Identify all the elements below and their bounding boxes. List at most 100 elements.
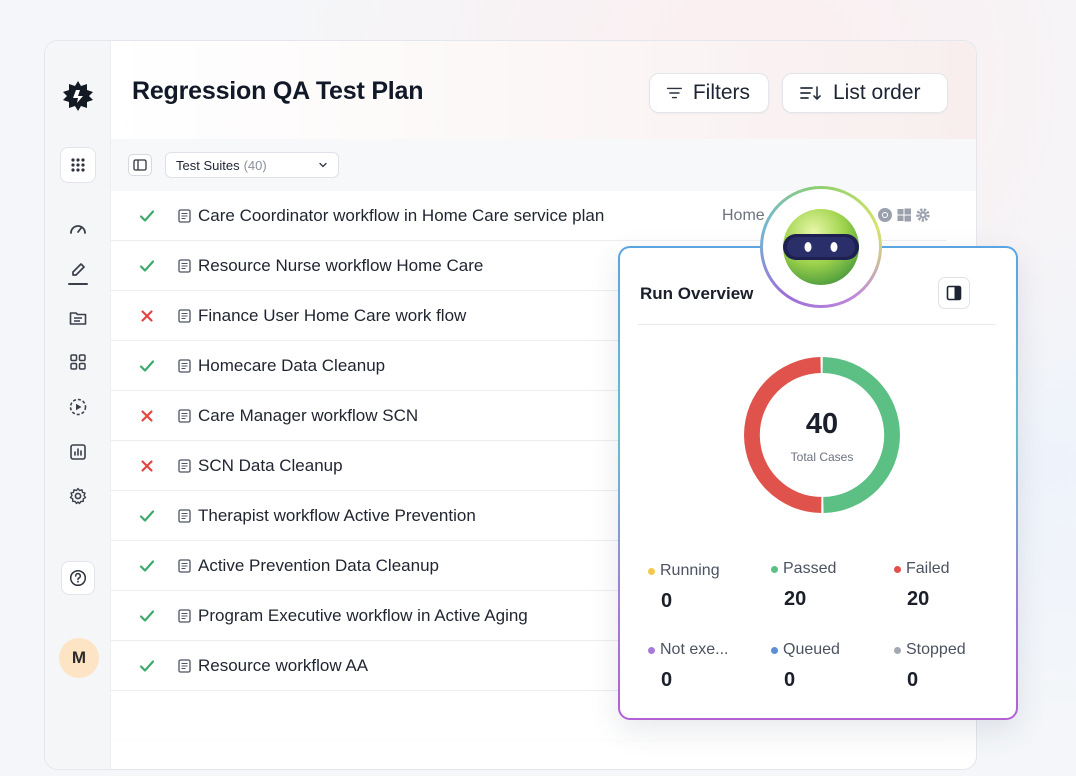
donut-slice-failed[interactable] — [744, 357, 822, 513]
folder-icon — [69, 312, 87, 325]
status-dot — [771, 646, 778, 654]
stat-passed: Passed 20 — [771, 560, 881, 611]
total-cases-value: 40 — [805, 408, 839, 440]
sidebar-item-settings[interactable] — [66, 484, 90, 508]
sidebar-item-files[interactable] — [66, 306, 90, 330]
test-case-title: Resource workflow AA — [198, 655, 369, 675]
stat-value: 0 — [661, 590, 673, 612]
question-icon — [69, 569, 87, 587]
filter-icon — [666, 87, 682, 99]
test-case-title: Therapist workflow Active Prevention — [198, 505, 476, 525]
cross-icon — [136, 409, 158, 423]
expand-panel-button[interactable] — [938, 277, 970, 309]
windows-icon — [897, 208, 911, 222]
test-case-title: Homecare Data Cleanup — [198, 355, 386, 375]
check-icon — [136, 509, 158, 523]
test-case-title: Care Coordinator workflow in Home Care s… — [198, 205, 605, 225]
document-icon — [177, 458, 191, 473]
document-icon — [177, 308, 191, 323]
sidebar-item-test-plans[interactable] — [66, 259, 90, 285]
list-order-button[interactable]: List order — [782, 73, 948, 113]
donut-slice-passed[interactable] — [822, 357, 900, 513]
help-button[interactable] — [61, 561, 95, 595]
run-overview-card: Run Overview 40 Total Cases Running 0 Pass… — [618, 246, 1018, 720]
panel-right-icon — [946, 285, 962, 301]
run-donut-chart — [744, 357, 900, 513]
panel-icon — [133, 159, 147, 171]
status-dot — [894, 646, 901, 654]
sidebar-item-reports[interactable] — [66, 440, 90, 464]
filters-button[interactable]: Filters — [649, 73, 769, 113]
dots-grid-icon — [71, 158, 85, 172]
test-case-tag: Home — [722, 207, 765, 224]
stat-value: 0 — [907, 669, 919, 691]
page-title: Regression QA Test Plan — [132, 77, 424, 105]
test-suites-select[interactable]: Test Suites (40) — [165, 152, 339, 178]
test-suites-label: Test Suites — [176, 157, 240, 173]
check-icon — [136, 209, 158, 223]
sort-icon — [800, 86, 821, 100]
test-case-title: Resource Nurse workflow Home Care — [198, 255, 484, 275]
check-icon — [136, 559, 158, 573]
edit-icon — [72, 263, 85, 276]
gauge-icon — [70, 225, 86, 234]
status-dot — [894, 565, 901, 573]
environment-icons — [877, 207, 931, 223]
document-icon — [177, 558, 191, 573]
cross-icon — [136, 459, 158, 473]
document-icon — [177, 208, 191, 223]
user-avatar[interactable]: M — [59, 638, 99, 678]
check-icon — [136, 359, 158, 373]
sidebar: M — [45, 41, 111, 769]
stat-value: 20 — [784, 588, 807, 610]
document-icon — [177, 608, 191, 623]
list-toolbar: Test Suites (40) — [111, 139, 976, 191]
list-order-label: List order — [833, 81, 921, 104]
chrome-icon — [878, 208, 892, 222]
robot-icon — [783, 209, 859, 285]
sidebar-panel-toggle[interactable] — [128, 154, 152, 176]
cross-icon — [136, 309, 158, 323]
document-icon — [177, 358, 191, 373]
sidebar-item-modules[interactable] — [66, 350, 90, 374]
stat-label: Stopped — [894, 641, 1004, 659]
document-icon — [177, 258, 191, 273]
sidebar-item-dashboard[interactable] — [66, 217, 90, 241]
status-dot — [648, 567, 655, 575]
chevron-down-icon — [319, 162, 327, 168]
chart-icon — [70, 444, 86, 460]
stat-running: Running 0 — [648, 562, 758, 613]
stat-stopped: Stopped 0 — [894, 641, 1004, 692]
page-header: Regression QA Test Plan Filters List ord… — [111, 41, 976, 139]
test-case-title: Active Prevention Data Cleanup — [198, 555, 439, 575]
apps-grid-button[interactable] — [60, 147, 96, 183]
settings-icon — [69, 487, 87, 505]
app-logo-icon[interactable] — [61, 79, 95, 113]
test-suites-count: (40) — [243, 157, 267, 173]
card-divider — [638, 324, 996, 325]
status-dot — [648, 646, 655, 654]
stat-label: Failed — [894, 560, 1004, 578]
run-overview-title: Run Overview — [640, 284, 754, 303]
test-case-title: SCN Data Cleanup — [198, 455, 343, 475]
document-icon — [177, 658, 191, 673]
stat-value: 0 — [661, 669, 673, 691]
stat-value: 20 — [907, 588, 930, 610]
check-icon — [136, 259, 158, 273]
sidebar-item-runs[interactable] — [66, 395, 90, 419]
play-circle-icon — [69, 398, 87, 416]
bot-mascot[interactable] — [760, 186, 882, 308]
stat-label: Passed — [771, 560, 881, 578]
filters-label: Filters — [692, 81, 750, 104]
stat-label: Not exe... — [648, 641, 758, 659]
document-icon — [177, 408, 191, 423]
test-case-title: Care Manager workflow SCN — [198, 405, 419, 425]
gear-icon — [916, 208, 930, 222]
test-case-title: Program Executive workflow in Active Agi… — [198, 605, 528, 625]
status-dot — [771, 565, 778, 573]
document-icon — [177, 508, 191, 523]
stat-failed: Failed 20 — [894, 560, 1004, 611]
test-case-title: Finance User Home Care work flow — [198, 305, 467, 325]
total-cases-label: Total Cases — [790, 450, 854, 464]
stat-value: 0 — [784, 669, 796, 691]
